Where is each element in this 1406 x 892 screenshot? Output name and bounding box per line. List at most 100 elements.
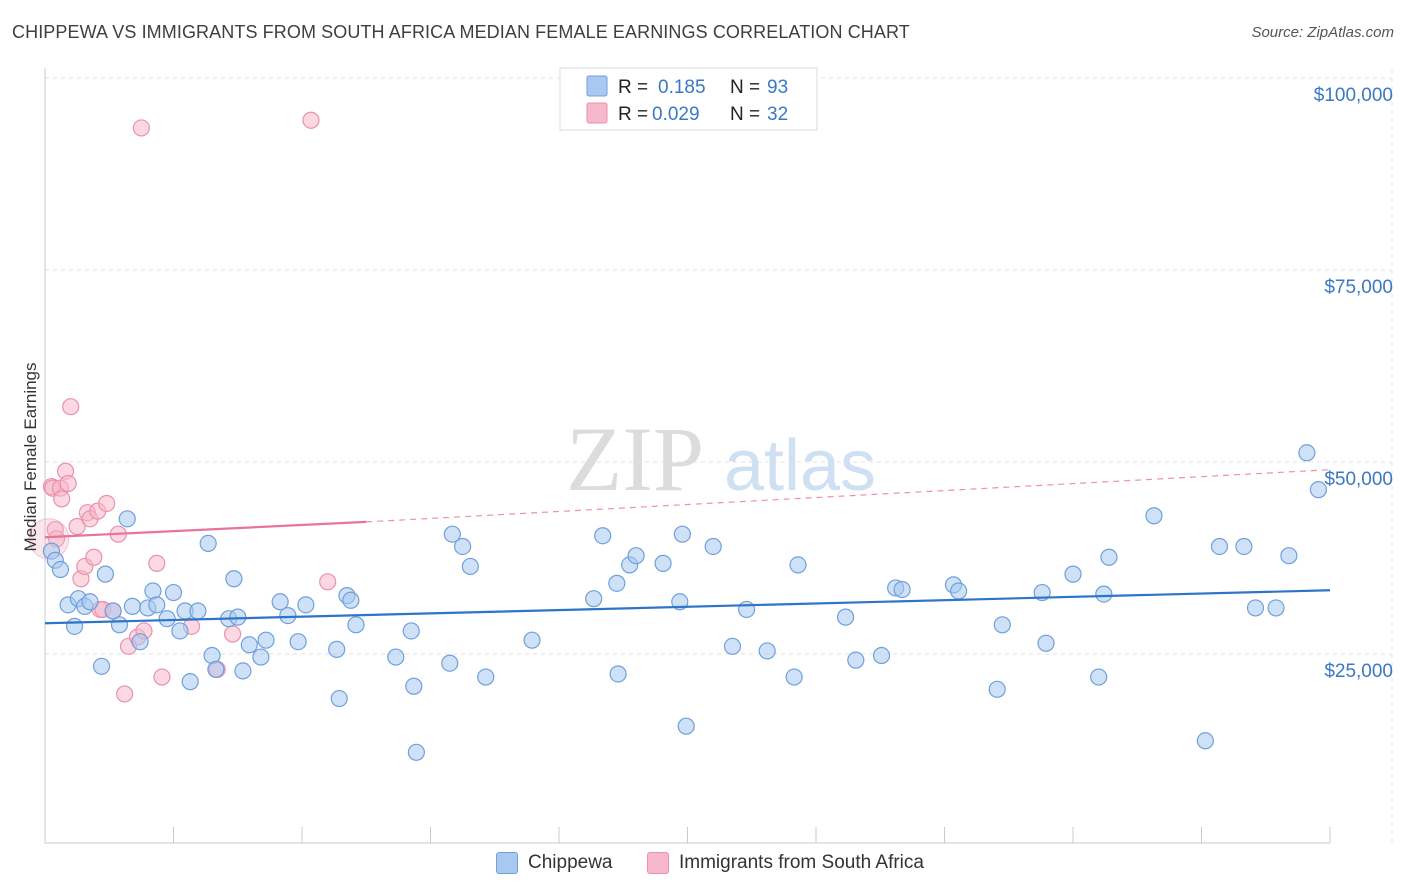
legend-swatch-chippewa [496,852,518,874]
legend-label-south-africa: Immigrants from South Africa [679,852,924,873]
y-tick-label: $100,000 [1314,85,1393,106]
data-point-chippewa [110,616,129,634]
data-point-chippewa [704,537,722,556]
legend-label-chippewa: Chippewa [528,852,613,873]
trend-line-chippewa [44,589,1331,625]
legend-n-label-2: N = [730,104,760,125]
data-point-south-africa [62,398,80,416]
legend-r-label-2: R = [618,104,648,125]
data-point-chippewa [225,570,243,588]
data-point-chippewa [104,602,122,620]
data-point-chippewa [677,717,695,735]
data-point-chippewa [1095,585,1113,603]
data-point-chippewa [1309,481,1328,499]
data-point-chippewa [330,689,348,708]
trend-lines [44,469,1331,625]
data-point-chippewa [609,665,627,683]
data-point-chippewa [847,651,865,669]
grid-lines [45,70,1393,843]
legend-top: R = 0.185 N = 93 R = 0.029 N = 32 [559,67,818,131]
data-point-chippewa [158,610,176,628]
data-point-chippewa [477,668,495,686]
legend-swatch-pink [586,102,608,124]
data-point-chippewa [738,600,756,619]
data-point-chippewa [1298,444,1316,462]
data-point-chippewa [96,565,114,583]
data-point-chippewa [189,602,207,620]
data-point-chippewa [1196,732,1214,750]
data-point-chippewa [1210,537,1229,556]
data-point-south-africa [85,548,103,566]
y-tick-label: $25,000 [1324,661,1393,682]
legend-r-value-2: 0.029 [652,104,700,125]
data-point-chippewa [271,593,289,611]
data-point-chippewa [789,556,807,574]
blue-points [42,444,1328,761]
data-point-chippewa [785,668,803,686]
data-point-chippewa [441,654,459,672]
axes: $25,000$50,000$75,000$100,0000.0%100.0% [44,68,1393,844]
data-point-chippewa [131,633,149,651]
watermark: ZIP atlas [566,408,876,510]
data-point-chippewa [836,608,855,626]
chart-title: CHIPPEWA VS IMMIGRANTS FROM SOUTH AFRICA… [12,22,910,42]
data-point-chippewa [1267,599,1285,617]
data-point-chippewa [328,640,346,658]
watermark-atlas: atlas [724,426,876,506]
data-point-chippewa [257,631,275,649]
legend-swatch-south-africa [647,852,669,874]
data-point-chippewa [207,660,225,678]
data-point-chippewa [1280,547,1298,565]
data-point-chippewa [347,616,365,634]
legend-bottom: Chippewa Immigrants from South Africa [0,850,1406,880]
data-point-south-africa [59,474,77,493]
watermark-zip: ZIP [566,408,704,510]
data-point-chippewa [1064,565,1082,583]
data-point-chippewa [608,574,626,592]
legend-r-value-1: 0.185 [658,77,706,98]
y-axis-label: Median Female Earnings [21,363,40,552]
trend-line-south-africa [44,520,367,539]
data-point-chippewa [950,582,968,600]
data-point-chippewa [627,547,645,565]
data-point-chippewa [51,560,70,579]
data-point-chippewa [171,622,189,640]
scatter-chart: ZIP atlas $25,000 $50,000 $75,000 $100,000 0… [21,67,1393,844]
data-point-south-africa [319,573,337,591]
source-label: Source: ZipAtlas.com [1251,24,1394,41]
legend-item-south-africa: Immigrants from South Africa [647,852,924,874]
data-point-chippewa [585,590,603,608]
data-point-chippewa [1246,599,1265,617]
data-point-chippewa [723,637,742,655]
legend-swatch-blue [586,75,608,97]
data-point-chippewa [387,648,405,666]
data-point-chippewa [407,743,425,761]
data-point-chippewa [1235,537,1253,556]
data-point-chippewa [673,525,691,543]
data-point-chippewa [342,591,360,609]
data-point-chippewa [594,527,612,545]
data-point-chippewa [181,673,199,691]
data-point-south-africa [302,111,320,129]
data-point-chippewa [164,583,183,602]
data-point-chippewa [402,622,420,640]
data-point-chippewa [118,510,136,528]
data-point-chippewa [872,646,891,665]
data-point-chippewa [148,596,166,614]
legend-r-label-1: R = [618,77,648,98]
data-point-chippewa [1100,548,1118,566]
data-point-chippewa [461,557,479,576]
trend-line-south-africa-extension [366,469,1331,523]
data-point-south-africa [116,685,134,703]
data-point-south-africa [224,625,242,643]
legend-n-label-1: N = [730,77,760,98]
legend-n-value-2: 32 [767,104,788,125]
data-point-chippewa [65,617,84,635]
y-tick-label: $50,000 [1324,469,1393,490]
data-point-south-africa [132,119,150,137]
data-point-chippewa [289,633,307,651]
data-point-chippewa [123,597,141,615]
data-point-chippewa [199,534,217,553]
data-point-chippewa [523,631,541,649]
data-point-chippewa [234,662,252,680]
